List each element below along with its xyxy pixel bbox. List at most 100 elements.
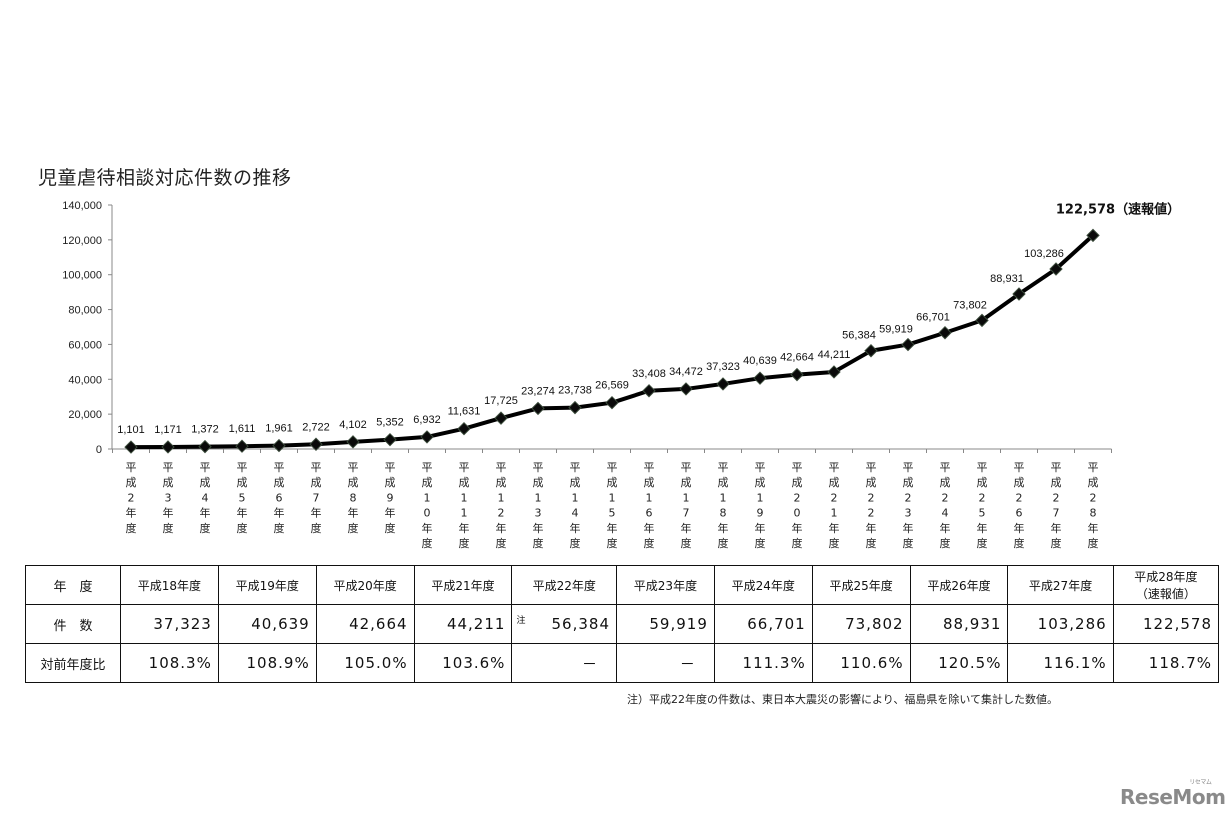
svg-text:平: 平: [903, 461, 914, 474]
svg-text:60,000: 60,000: [68, 339, 102, 351]
svg-text:33,408: 33,408: [632, 368, 666, 380]
ratio-cell: 120.5%: [909, 643, 1009, 683]
count-cell: 40,639: [217, 604, 317, 644]
svg-text:1: 1: [461, 507, 468, 520]
svg-text:26,569: 26,569: [595, 380, 629, 392]
svg-text:年: 年: [940, 521, 951, 535]
svg-text:年: 年: [459, 521, 470, 535]
svg-text:成: 成: [681, 476, 692, 489]
svg-text:平: 平: [496, 461, 507, 474]
svg-text:5,352: 5,352: [376, 417, 404, 429]
svg-text:度: 度: [607, 536, 618, 550]
svg-text:1: 1: [831, 507, 838, 520]
provisional-label: （速報値）: [1135, 587, 1196, 601]
svg-text:9: 9: [387, 491, 394, 504]
svg-text:1,171: 1,171: [154, 424, 182, 436]
svg-text:成: 成: [459, 476, 470, 489]
svg-text:成: 成: [311, 476, 322, 489]
svg-text:34,472: 34,472: [669, 366, 703, 378]
svg-text:年: 年: [718, 521, 729, 535]
svg-text:6,932: 6,932: [413, 414, 441, 426]
svg-text:平: 平: [755, 461, 766, 474]
svg-text:8: 8: [350, 491, 357, 504]
svg-text:1: 1: [498, 491, 505, 504]
svg-text:23,738: 23,738: [558, 385, 592, 397]
svg-text:4: 4: [572, 507, 579, 520]
svg-text:度: 度: [496, 536, 507, 550]
svg-text:年: 年: [274, 506, 285, 520]
svg-text:88,931: 88,931: [990, 273, 1024, 285]
svg-text:度: 度: [274, 521, 285, 535]
svg-text:6: 6: [276, 491, 283, 504]
note-marker: 注: [516, 616, 527, 626]
svg-text:平: 平: [977, 461, 988, 474]
svg-text:平: 平: [459, 461, 470, 474]
ratio-cell: 111.3%: [713, 643, 813, 683]
svg-text:6: 6: [1016, 507, 1023, 520]
ratio-cell: 118.7%: [1112, 643, 1220, 683]
svg-text:2: 2: [128, 491, 135, 504]
svg-text:年: 年: [200, 506, 211, 520]
svg-text:平: 平: [422, 461, 433, 474]
svg-text:年: 年: [570, 521, 581, 535]
svg-text:成: 成: [200, 476, 211, 489]
svg-text:年: 年: [1014, 521, 1025, 535]
svg-text:37,323: 37,323: [706, 361, 740, 373]
year-cell: 平成19年度: [217, 565, 317, 605]
svg-text:平: 平: [866, 461, 877, 474]
svg-text:成: 成: [1014, 476, 1025, 489]
year-cell-provisional: 平成28年度 （速報値）: [1112, 565, 1220, 605]
svg-text:2: 2: [868, 491, 875, 504]
svg-text:3: 3: [165, 491, 172, 504]
svg-text:2: 2: [942, 491, 949, 504]
svg-text:平: 平: [163, 461, 174, 474]
stats-table: 年 度 平成18年度 平成19年度 平成20年度 平成21年度 平成22年度 平…: [25, 565, 1220, 683]
svg-text:40,000: 40,000: [68, 374, 102, 386]
svg-text:度: 度: [200, 521, 211, 535]
svg-text:8: 8: [720, 507, 727, 520]
svg-text:0: 0: [424, 507, 431, 520]
svg-text:成: 成: [163, 476, 174, 489]
table-row-ratio: 対前年度比 108.3% 108.9% 105.0% 103.6% － － 11…: [25, 643, 1220, 683]
line-chart: 0 20,000 40,000 60,000 80,000 100,000 120,000 1…: [62, 200, 1180, 550]
svg-text:年: 年: [348, 506, 359, 520]
svg-text:平: 平: [311, 461, 322, 474]
count-cell: 122,578: [1112, 604, 1220, 644]
svg-text:度: 度: [1051, 536, 1062, 550]
svg-text:2: 2: [831, 491, 838, 504]
svg-text:成: 成: [718, 476, 729, 489]
watermark-logo: ReseMom リセマム: [1120, 779, 1226, 809]
svg-text:4: 4: [202, 491, 209, 504]
ratio-cell: 103.6%: [413, 643, 513, 683]
row-header-count: 件 数: [25, 604, 121, 644]
svg-text:成: 成: [644, 476, 655, 489]
svg-text:4,102: 4,102: [339, 419, 367, 431]
x-axis: [112, 448, 1112, 453]
ratio-cell: 108.3%: [120, 643, 219, 683]
count-cell: 37,323: [120, 604, 219, 644]
ratio-cell: 108.9%: [217, 643, 317, 683]
svg-text:年: 年: [792, 521, 803, 535]
year-cell: 平成23年度: [616, 565, 715, 605]
svg-text:年: 年: [977, 521, 988, 535]
count-cell: 44,211: [413, 604, 513, 644]
svg-text:成: 成: [866, 476, 877, 489]
svg-text:2,722: 2,722: [302, 421, 330, 433]
ratio-cell: －: [616, 643, 715, 683]
svg-text:年: 年: [866, 521, 877, 535]
svg-text:140,000: 140,000: [62, 200, 102, 212]
svg-text:度: 度: [977, 536, 988, 550]
svg-text:成: 成: [977, 476, 988, 489]
count-cell: 42,664: [315, 604, 415, 644]
year-cell: 平成20年度: [315, 565, 415, 605]
x-category-labels: 平成2年度平成3年度平成4年度平成5年度平成6年度平成7年度平成8年度平成9年度…: [126, 461, 1099, 550]
svg-text:1,372: 1,372: [191, 424, 219, 436]
ratio-cell: 116.1%: [1007, 643, 1114, 683]
svg-text:成: 成: [607, 476, 618, 489]
count-cell-noted: 注 56,384: [511, 604, 618, 644]
svg-text:44,211: 44,211: [818, 349, 851, 361]
count-value: 56,384: [551, 615, 611, 633]
svg-text:5: 5: [239, 491, 246, 504]
svg-text:平: 平: [533, 461, 544, 474]
svg-text:4: 4: [942, 507, 949, 520]
